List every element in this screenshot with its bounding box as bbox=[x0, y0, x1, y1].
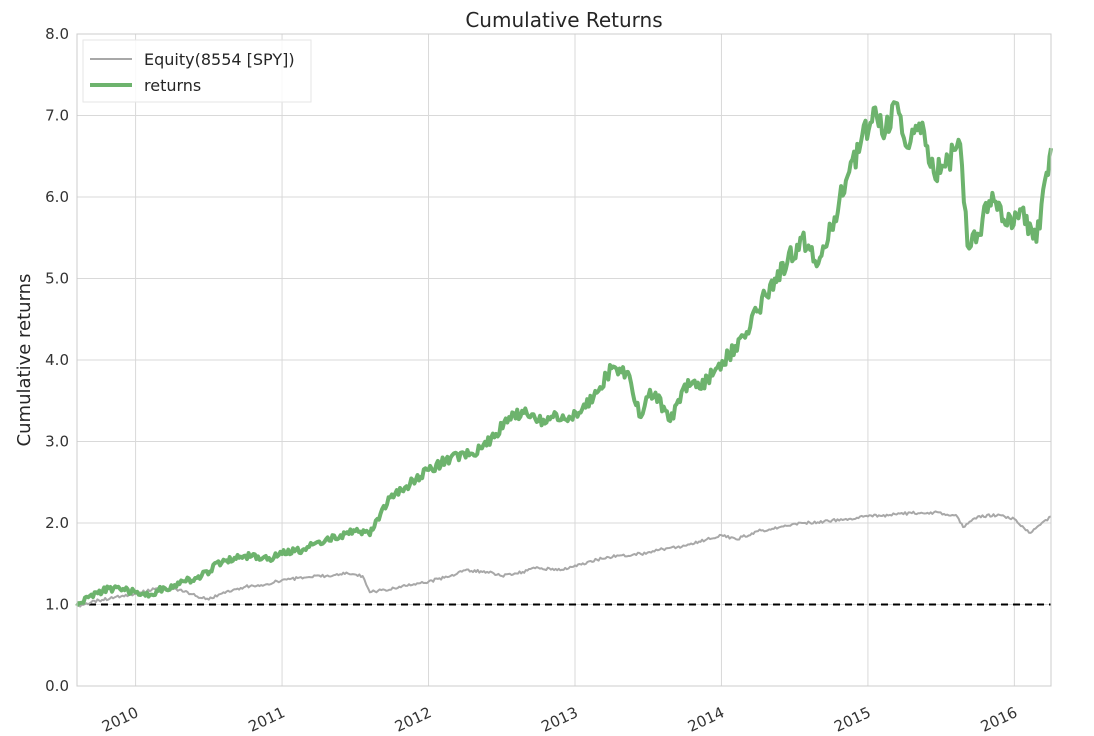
y-tick-label: 4.0 bbox=[45, 351, 69, 369]
plot-frame bbox=[76, 33, 1052, 687]
y-tick-label: 6.0 bbox=[45, 188, 69, 206]
y-axis-label: Cumulative returns bbox=[14, 274, 35, 447]
y-tick-label: 5.0 bbox=[45, 270, 69, 288]
y-tick-label: 3.0 bbox=[45, 433, 69, 451]
y-tick-label: 1.0 bbox=[45, 596, 69, 614]
x-tick-label: 2016 bbox=[978, 703, 1020, 735]
legend: Equity(8554 [SPY]) returns bbox=[82, 39, 312, 103]
equity-series-line bbox=[76, 510, 1052, 608]
x-tick-label: 2011 bbox=[246, 703, 288, 735]
y-tick-label: 2.0 bbox=[45, 514, 69, 532]
y-tick-label: 8.0 bbox=[45, 25, 69, 43]
x-tick-label: 2012 bbox=[392, 703, 434, 735]
chart-title: Cumulative Returns bbox=[465, 8, 662, 32]
series-layer bbox=[75, 100, 1053, 608]
y-tick-label: 0.0 bbox=[45, 677, 69, 695]
y-tick-label: 7.0 bbox=[45, 107, 69, 125]
y-tick-labels: 0.0 1.0 2.0 3.0 4.0 5.0 6.0 7.0 8.0 bbox=[45, 25, 69, 695]
legend-label-returns: returns bbox=[144, 76, 201, 95]
x-tick-labels: 2010 2011 2012 2013 2014 2015 2016 bbox=[99, 703, 1020, 735]
legend-box bbox=[82, 39, 312, 103]
x-tick-label: 2013 bbox=[538, 703, 580, 735]
returns-series-line bbox=[75, 100, 1053, 608]
legend-label-equity: Equity(8554 [SPY]) bbox=[144, 50, 295, 69]
x-tick-label: 2015 bbox=[831, 703, 873, 735]
x-tick-label: 2010 bbox=[99, 703, 141, 735]
x-tick-label: 2014 bbox=[685, 703, 727, 735]
